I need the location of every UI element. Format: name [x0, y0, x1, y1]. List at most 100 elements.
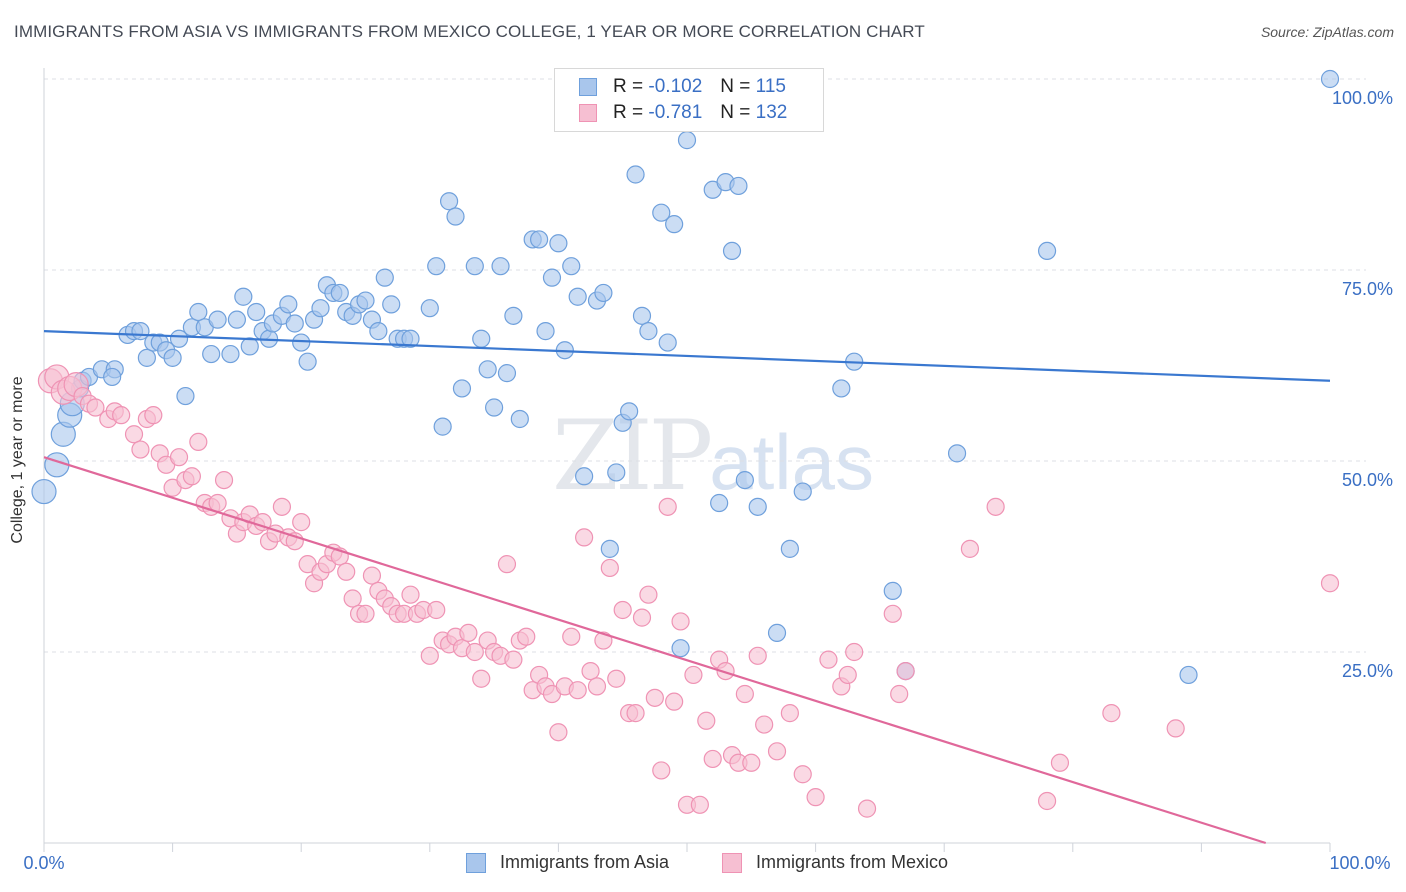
watermark-atlas: atlas [709, 418, 874, 506]
asia-point [356, 291, 375, 310]
asia-trend-line [43, 330, 1331, 382]
mexico-point [420, 646, 439, 665]
asia-point [710, 493, 729, 513]
mexico-point [517, 627, 536, 646]
asia-point [722, 241, 742, 260]
asia-point [600, 539, 619, 558]
mexico-point [600, 558, 619, 578]
asia-point [1037, 241, 1057, 260]
mexico-point [343, 589, 362, 608]
asia-point [767, 623, 787, 643]
asia-point [575, 467, 594, 486]
mexico-point [253, 513, 272, 532]
asia-point [780, 539, 799, 558]
mexico-point [845, 642, 864, 662]
asia-point [632, 306, 652, 325]
asia-point [671, 639, 690, 658]
asia-point [298, 352, 317, 371]
mexico-n-label: N = [720, 102, 751, 123]
mexico-point [587, 677, 607, 696]
asia-point [452, 379, 472, 398]
asia-point [1179, 665, 1198, 685]
asia-point [433, 417, 452, 436]
mexico-point [780, 704, 799, 723]
mexico-point [613, 600, 632, 620]
y-tick-label: 100.0% [1332, 88, 1393, 108]
asia-n-value: 115 [755, 76, 786, 97]
asia-point [652, 203, 671, 222]
asia-point [478, 360, 497, 379]
mexico-point [748, 646, 767, 665]
mexico-point [208, 493, 227, 513]
asia-point [31, 478, 57, 505]
asia-point [947, 444, 967, 463]
mexico-point [806, 788, 825, 807]
mexico-point [755, 715, 774, 734]
mexico-point [1102, 704, 1121, 723]
asia-swatch [579, 78, 597, 96]
asia-point [568, 287, 587, 306]
mexico-point [356, 604, 375, 623]
mexico-point [716, 661, 735, 681]
legend-row-asia: R = -0.102 N = 115 [579, 76, 786, 98]
mexico-point [857, 799, 877, 818]
mexico-point [459, 623, 478, 643]
mexico-point [639, 585, 658, 604]
asia-point [735, 471, 754, 490]
legend-row-mexico: R = -0.781 N = 132 [579, 102, 787, 124]
mexico-n-value: 132 [755, 102, 788, 123]
legend-item-mexico: Immigrants from Mexico [722, 852, 948, 873]
mexico-point [742, 753, 761, 772]
mexico-point [645, 688, 664, 707]
mexico-point [504, 650, 523, 669]
mexico-point [581, 661, 600, 681]
mexico-point [986, 497, 1005, 516]
asia-point [497, 364, 517, 383]
asia-point [883, 581, 902, 600]
asia-point [504, 306, 523, 325]
legend-item-asia: Immigrants from Asia [466, 852, 669, 873]
asia-point [176, 386, 195, 406]
mexico-point [767, 742, 787, 761]
mexico-point [189, 432, 208, 451]
mexico-point [690, 795, 709, 814]
mexico-point [1320, 574, 1340, 593]
mexico-r-label: R = [613, 102, 644, 123]
y-tick-label: 75.0% [1342, 279, 1393, 299]
asia-point [530, 230, 549, 249]
asia-point [227, 310, 246, 329]
mexico-r-value: -0.781 [648, 102, 703, 123]
asia-point [103, 367, 122, 387]
mexico-point [665, 692, 684, 711]
mexico-legend-swatch [722, 852, 742, 873]
asia-point [748, 497, 767, 516]
asia-point [677, 131, 697, 150]
asia-point [189, 302, 208, 322]
mexico-point [144, 406, 163, 425]
asia-point [665, 215, 684, 234]
asia-point [240, 337, 259, 356]
asia-point [620, 402, 639, 421]
asia-point [491, 257, 510, 276]
correlation-legend: R = -0.102 N = 115 R = -0.781 N = 132 [554, 68, 824, 132]
asia-point [510, 409, 529, 429]
asia-point [832, 379, 851, 398]
asia-point [401, 329, 420, 348]
mexico-point [575, 528, 594, 547]
asia-point [465, 257, 484, 276]
asia-point [221, 344, 240, 364]
mexico-point [819, 650, 838, 669]
mexico-point [671, 612, 690, 631]
mexico-point [658, 497, 677, 516]
asia-point [137, 348, 156, 367]
mexico-point [1037, 791, 1057, 811]
mexico-point [883, 604, 902, 623]
mexico-point [684, 665, 703, 685]
asia-point [542, 268, 562, 287]
asia-point [639, 322, 658, 341]
asia-point [446, 207, 465, 226]
mexico-point [896, 661, 915, 681]
asia-legend-label: Immigrants from Asia [500, 852, 670, 872]
mexico-point [890, 684, 909, 704]
asia-point [202, 344, 221, 364]
